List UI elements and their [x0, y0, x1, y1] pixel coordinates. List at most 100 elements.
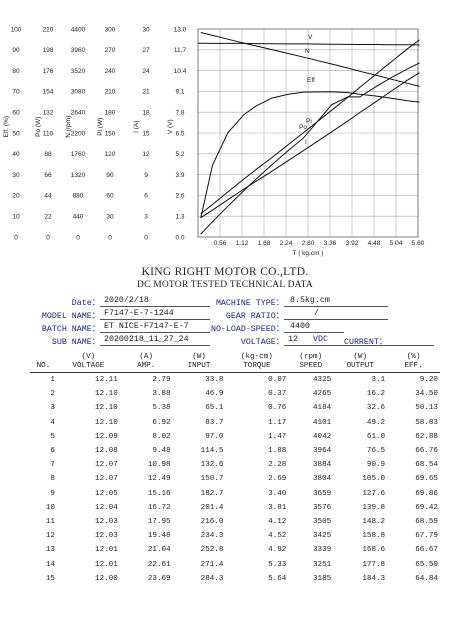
table-cell: 2	[50, 390, 55, 399]
y-tick-label: 3.9	[175, 172, 184, 179]
table-cell: 10.98	[147, 461, 171, 470]
divider	[100, 345, 210, 346]
table-cell: 4101	[313, 418, 332, 427]
y-tick-label: 3960	[71, 47, 86, 54]
y-tick-label: 2200	[71, 130, 86, 137]
table-cell: 201.4	[200, 503, 224, 512]
column-header: INPUT	[172, 362, 226, 373]
table-cell: 3576	[313, 503, 332, 512]
table-cell: 76.5	[366, 447, 386, 456]
y-tick-label: 1760	[71, 151, 86, 158]
table-cell: 3505	[313, 517, 332, 526]
table-cell: 5.33	[268, 560, 287, 569]
table-cell: 12	[45, 532, 55, 541]
series-line-eff	[200, 91, 420, 219]
table-cell: 3425	[313, 532, 332, 541]
table-cell: 12.07	[95, 461, 118, 470]
table-cell: 3964	[313, 447, 332, 456]
table-cell: 14	[45, 560, 55, 569]
table-cell: 68.59	[415, 517, 438, 526]
table-cell: 3.88	[152, 390, 171, 399]
table-cell: 12.11	[95, 376, 118, 385]
y-tick-label: 60	[12, 110, 20, 117]
table-cell: 64.84	[415, 574, 438, 583]
unit-cell: (rpm)	[299, 353, 323, 361]
table-cell: 1.47	[268, 432, 287, 441]
unit-cell: (V)	[81, 353, 96, 361]
table-cell: 97.0	[205, 432, 224, 441]
x-tick-label: 4.48	[368, 240, 381, 247]
table-cell: 0.07	[268, 376, 287, 385]
table-cell: 15	[45, 574, 55, 583]
voltage-label: VOLTAGE：	[240, 338, 284, 347]
y-axis-label: V (V)	[167, 119, 174, 134]
table-cell: 150.7	[200, 475, 224, 484]
y-tick-label: 80	[12, 68, 20, 75]
y-tick-label: 132	[43, 110, 54, 117]
table-cell: 1.17	[268, 418, 287, 427]
table-cell: 33.8	[205, 376, 224, 385]
table-cell: 12.10	[95, 418, 118, 427]
divider	[284, 306, 388, 307]
machine-type-value: 8.5kg.cm	[290, 296, 330, 305]
table-cell: 68.54	[415, 461, 438, 470]
y-axis-label: N (rpm)	[65, 116, 72, 138]
series-line-po	[200, 62, 420, 235]
table-cell: 67.79	[415, 532, 438, 541]
table-cell: 19.48	[147, 532, 171, 541]
column-header: OUTPUT	[333, 362, 388, 373]
table-cell: 16.2	[366, 390, 386, 399]
y-tick-label: 27	[142, 47, 150, 54]
y-tick-label: 3	[144, 214, 148, 221]
table-cell: 132.6	[200, 461, 224, 470]
y-tick-label: 2640	[71, 110, 86, 117]
table-cell: 66.67	[415, 546, 438, 555]
x-axis-label: T ( kg.cm )	[293, 250, 324, 257]
y-tick-label: 13.0	[174, 26, 187, 33]
table-cell: 4265	[313, 390, 332, 399]
table-cell: 69.65	[415, 475, 438, 484]
y-tick-label: 7.8	[175, 110, 184, 117]
y-tick-label: 150	[105, 130, 116, 137]
table-cell: 83.7	[205, 418, 224, 427]
table-cell: 9.48	[152, 447, 171, 456]
plot-frame	[197, 28, 419, 238]
y-tick-label: 0	[108, 234, 112, 241]
table-cell: 148.2	[362, 517, 386, 526]
table-cell: 46.9	[205, 390, 224, 399]
table-cell: 5	[50, 432, 55, 441]
units-row: (V) (A) (W) (kg-cm) (rpm) (W) (%)	[30, 353, 440, 362]
table-row: 13 12.01 21.04 252.8 4.92 3339 168.6 66.67	[30, 543, 440, 557]
y-tick-label: 9.1	[175, 89, 184, 96]
table-cell: 4184	[313, 404, 332, 413]
table-cell: 2.79	[152, 376, 171, 385]
column-header: AMP.	[119, 362, 173, 373]
series-line-n	[200, 32, 420, 87]
voltage-unit: VDC	[313, 335, 328, 344]
table-cell: 90.9	[366, 461, 386, 470]
column-header: EFF.	[387, 362, 440, 373]
y-tick-label: 240	[105, 68, 116, 75]
y-tick-label: 270	[105, 47, 116, 54]
table-cell: 16.72	[147, 503, 171, 512]
table-cell: 62.88	[415, 432, 438, 441]
table-cell: 216.0	[200, 517, 224, 526]
table-cell: 69.42	[415, 503, 438, 512]
y-tick-label: 70	[12, 89, 20, 96]
table-cell: 10	[45, 503, 55, 512]
y-axis-label: Po (W)	[35, 117, 42, 137]
table-cell: 158.8	[362, 532, 386, 541]
y-tick-label: 880	[73, 193, 84, 200]
table-row: 6 12.08 9.48 114.5 1.88 3964 76.5 66.76	[30, 444, 440, 458]
table-cell: 17.95	[147, 517, 171, 526]
y-tick-label: 30	[142, 26, 150, 33]
column-header: SPEED	[288, 362, 334, 373]
series-label: V	[308, 34, 313, 41]
y-axis-label: Eff. (%)	[3, 116, 10, 138]
table-cell: 271.4	[200, 560, 224, 569]
table-cell: 139.8	[362, 503, 386, 512]
y-tick-label: 60	[106, 193, 114, 200]
table-cell: 8	[50, 475, 55, 484]
table-cell: 252.8	[200, 546, 224, 555]
table-cell: 3.81	[268, 503, 287, 512]
